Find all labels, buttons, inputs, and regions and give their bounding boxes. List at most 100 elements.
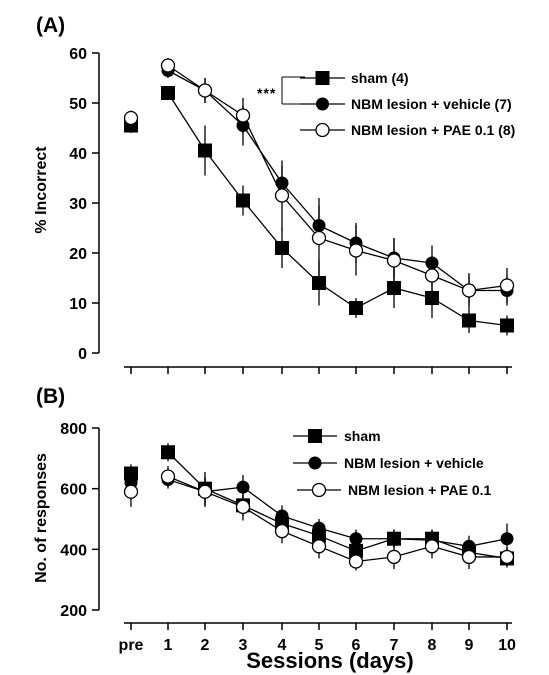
y-tick-label: 0 [78, 346, 87, 363]
x-tick-label: 10 [498, 637, 516, 654]
panel-a-axes: 0 10 20 30 40 50 60 [69, 46, 512, 374]
data-point [348, 554, 364, 569]
y-tick-label: 60 [69, 46, 87, 63]
data-point [462, 313, 476, 328]
data-point [349, 532, 363, 546]
panel-a-significance-bracket: *** [257, 76, 305, 105]
data-point [424, 539, 440, 554]
series-line [167, 478, 508, 547]
significance-stars: *** [257, 85, 276, 101]
panel-b-axes: 200 400 600 800 pre 1 2 3 4 5 6 7 8 9 10 [60, 421, 516, 654]
y-tick-label: 10 [69, 296, 87, 313]
data-point [386, 549, 402, 565]
data-point [425, 256, 439, 270]
data-point [312, 521, 326, 535]
data-point [425, 291, 439, 305]
data-point [235, 108, 251, 123]
series-line [167, 69, 507, 292]
y-tick-label: 30 [69, 196, 87, 213]
data-point [387, 532, 401, 546]
x-tick-label: 7 [390, 637, 399, 654]
x-tick-label: 4 [278, 637, 287, 654]
x-tick-label: pre [119, 637, 144, 654]
series-line [167, 475, 507, 563]
data-point [500, 532, 514, 546]
x-tick-label: 5 [315, 637, 324, 654]
legend-label: NBM lesion + vehicle (7) [351, 96, 512, 112]
x-tick-label: 9 [465, 637, 474, 654]
y-tick-label: 400 [60, 542, 87, 559]
legend-marker [316, 97, 329, 111]
data-point [499, 549, 515, 565]
data-point [348, 243, 364, 258]
series-line [167, 92, 508, 327]
legend-label: NBM lesion + PAE 0.1 (8) [351, 122, 515, 138]
series-line [167, 64, 508, 292]
data-point [275, 176, 289, 190]
data-point [274, 523, 290, 539]
panel-b-legend: sham NBM lesion + vehicle NBM lesion + PAE… [293, 428, 491, 498]
data-point [236, 193, 250, 208]
data-point [311, 539, 327, 554]
data-point [275, 509, 289, 523]
y-tick-label: 20 [69, 246, 87, 263]
data-point [197, 484, 213, 499]
data-point [349, 301, 363, 315]
legend-marker [315, 71, 330, 85]
y-tick-label: 50 [69, 96, 87, 113]
y-tick-label: 800 [60, 421, 87, 438]
panel-a-plot [123, 58, 515, 336]
data-point [499, 278, 515, 293]
y-tick-label: 600 [60, 482, 87, 499]
x-tick-label: 8 [428, 637, 437, 654]
y-tick-label: 40 [69, 146, 87, 163]
x-tick-label: 6 [352, 637, 361, 654]
data-point [461, 549, 477, 565]
data-point [311, 230, 327, 246]
data-point [386, 253, 402, 268]
legend-marker [308, 456, 322, 470]
x-tick-label: 3 [239, 637, 248, 654]
panel-b-plot [123, 443, 515, 571]
data-point [462, 539, 476, 553]
data-point [500, 318, 514, 333]
data-point [274, 188, 290, 203]
data-point [236, 119, 250, 132]
x-tick-label: 2 [201, 637, 210, 654]
data-point [198, 143, 212, 158]
data-point [461, 283, 477, 298]
data-point [424, 268, 440, 283]
legend-label: NBM lesion + vehicle [344, 455, 484, 471]
data-point [160, 469, 176, 484]
data-point [387, 281, 401, 295]
panel-a-label: (A) [36, 14, 65, 37]
data-point [236, 480, 250, 494]
data-point [123, 484, 139, 499]
legend-marker [308, 429, 322, 443]
panel-a-legend: sham (4) NBM lesion + vehicle (7) NBM lesi… [300, 70, 515, 138]
data-point [161, 445, 175, 460]
legend-label: sham (4) [351, 70, 409, 86]
series-line [167, 451, 508, 560]
data-point [349, 543, 363, 558]
legend-label: NBM lesion + PAE 0.1 [348, 482, 491, 498]
panel-a-y-axis-title: % Incorrect [33, 146, 50, 234]
panel-b-label: (B) [36, 385, 65, 408]
legend-marker [315, 122, 330, 138]
x-tick-label: 1 [164, 637, 173, 654]
data-point [161, 86, 175, 100]
panel-b-y-axis-title: No. of responses [33, 453, 50, 583]
data-point [312, 276, 326, 290]
data-point [123, 110, 139, 126]
legend-label: sham [344, 428, 381, 444]
data-point [312, 219, 326, 232]
data-point [160, 58, 176, 73]
data-point [235, 499, 251, 515]
data-point [124, 466, 138, 481]
data-point [275, 241, 289, 255]
data-point [197, 83, 213, 98]
legend-marker [311, 482, 327, 498]
y-tick-label: 200 [60, 603, 87, 620]
x-axis-title: Sessions (days) [246, 648, 414, 673]
